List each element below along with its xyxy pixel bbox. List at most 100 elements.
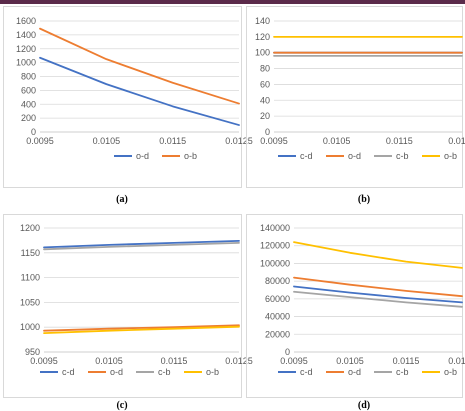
chart-b-y-tick-label: 80 bbox=[260, 64, 270, 74]
chart-b-x-tick-label: 0.0095 bbox=[260, 136, 288, 146]
chart-a-grid bbox=[40, 20, 239, 133]
chart-a-y-tick-label: 800 bbox=[21, 72, 36, 82]
chart-d-legend-label: o-b bbox=[444, 367, 457, 377]
chart-a-x-tick-label: 0.0125 bbox=[225, 136, 253, 146]
chart-c-y-tick-label: 1050 bbox=[20, 297, 40, 307]
chart-c-y-tick-label: 1150 bbox=[21, 248, 40, 258]
chart-panel-a: 0 200 400 600 800 1000 1200 1400 1600 0.0095 0.01… bbox=[3, 6, 253, 205]
chart-b-x-tick-label: 0.0105 bbox=[323, 136, 351, 146]
chart-a-x-tick-label: 0.0105 bbox=[93, 136, 121, 146]
chart-c-legend: c-d o-d c-b o-b bbox=[40, 367, 219, 377]
chart-c-series-c-d-line bbox=[43, 239, 240, 249]
chart-a-x-tick-label: 0.0115 bbox=[159, 136, 186, 146]
chart-b-series bbox=[273, 35, 463, 57]
chart-a-y-tick-label: 400 bbox=[21, 99, 36, 109]
chart-c-legend-label: c-b bbox=[158, 367, 171, 377]
chart-c-legend-label: c-d bbox=[62, 367, 75, 377]
chart-b-legend-label: c-b bbox=[396, 151, 409, 161]
chart-d-legend: c-d o-d c-b o-b bbox=[278, 367, 457, 377]
chart-c-y-tick-label: 1200 bbox=[20, 223, 40, 233]
chart-c-legend-label: o-d bbox=[110, 367, 123, 377]
chart-b-y-ticks: 0 20 40 60 80 100 120 140 bbox=[255, 16, 270, 137]
chart-a-y-tick-label: 0 bbox=[31, 127, 36, 137]
chart-c-series-o-d-line bbox=[43, 324, 240, 332]
chart-a-legend-label: o-b bbox=[184, 151, 197, 161]
chart-c-x-tick-label: 0.0115 bbox=[161, 356, 188, 366]
chart-b-y-tick-label: 140 bbox=[255, 16, 270, 26]
chart-b-y-tick-label: 20 bbox=[260, 111, 270, 121]
chart-d-y-tick-label: 120000 bbox=[260, 241, 290, 251]
chart-d-frame bbox=[246, 214, 463, 398]
chart-c-legend-label: o-b bbox=[206, 367, 219, 377]
chart-d-grid bbox=[294, 227, 462, 353]
chart-panel-c: 950 1000 1050 1100 1150 1200 0.0095 0.0105 0.01… bbox=[3, 214, 253, 411]
chart-d-series-c-b-line bbox=[293, 290, 463, 308]
chart-c-series-o-b-line bbox=[43, 325, 240, 335]
chart-c-y-tick-label: 1100 bbox=[21, 273, 40, 283]
chart-c-y-ticks: 950 1000 1050 1100 1150 1200 bbox=[20, 223, 40, 357]
chart-a-series bbox=[39, 27, 240, 126]
top-border-strip bbox=[0, 0, 465, 4]
chart-c-series-c-b-line bbox=[43, 241, 240, 251]
chart-b-x-ticks: 0.0095 0.0105 0.0115 0.0125 bbox=[260, 136, 465, 146]
chart-b-border bbox=[246, 6, 463, 188]
chart-b-legend-label: c-d bbox=[300, 151, 313, 161]
chart-d-legend-label: c-b bbox=[396, 367, 409, 377]
chart-d-legend-label: o-d bbox=[348, 367, 361, 377]
chart-c-border bbox=[3, 214, 242, 398]
chart-b-legend-label: o-d bbox=[348, 151, 361, 161]
chart-b-y-tick-label: 60 bbox=[260, 79, 270, 89]
chart-d-x-tick-label: 0.0095 bbox=[280, 356, 308, 366]
chart-a-legend-label: o-d bbox=[136, 151, 149, 161]
chart-d-border bbox=[246, 214, 463, 398]
chart-d-x-ticks: 0.0095 0.0105 0.0115 0.0125 bbox=[280, 356, 465, 366]
chart-b-legend: c-d o-d c-b o-b bbox=[278, 151, 457, 161]
chart-d-y-tick-label: 80000 bbox=[265, 276, 290, 286]
chart-a-y-tick-label: 600 bbox=[21, 85, 36, 95]
chart-b-legend-label: o-b bbox=[444, 151, 457, 161]
chart-a-x-tick-label: 0.0095 bbox=[26, 136, 54, 146]
chart-a-x-ticks: 0.0095 0.0105 0.0115 0.0125 bbox=[26, 136, 253, 146]
chart-d-series bbox=[293, 241, 463, 308]
chart-d-series-o-d-line bbox=[293, 276, 463, 298]
chart-b-caption: (b) bbox=[358, 194, 370, 205]
chart-b-y-tick-label: 100 bbox=[255, 48, 270, 58]
chart-d-y-tick-label: 0 bbox=[285, 347, 290, 357]
chart-d-series-c-d-line bbox=[293, 285, 463, 304]
chart-c-y-tick-label: 950 bbox=[25, 347, 40, 357]
chart-d-x-tick-label: 0.0125 bbox=[448, 356, 465, 366]
chart-a-frame bbox=[3, 6, 242, 188]
chart-b-y-tick-label: 120 bbox=[255, 32, 270, 42]
chart-b-x-tick-label: 0.0125 bbox=[448, 136, 465, 146]
chart-c-y-tick-label: 1000 bbox=[20, 322, 40, 332]
chart-c-x-tick-label: 0.0105 bbox=[95, 356, 123, 366]
chart-d-y-ticks: 0 20000 40000 60000 80000 100000 120000 140000 bbox=[260, 223, 290, 357]
chart-d-y-tick-label: 40000 bbox=[265, 312, 290, 322]
chart-d-y-tick-label: 20000 bbox=[265, 329, 290, 339]
chart-d-series-o-b-line bbox=[293, 241, 463, 269]
chart-c-grid bbox=[44, 227, 239, 353]
chart-a-series-o-b-line bbox=[39, 27, 240, 105]
chart-panel-d: 020000400006000080000100000120000140000 … bbox=[246, 214, 465, 411]
chart-c-frame bbox=[3, 214, 242, 398]
chart-c-x-tick-label: 0.0095 bbox=[30, 356, 58, 366]
chart-a-border bbox=[3, 6, 242, 188]
chart-a-y-tick-label: 1600 bbox=[16, 16, 36, 26]
chart-c-caption: (c) bbox=[116, 400, 127, 411]
chart-d-x-tick-label: 0.0105 bbox=[336, 356, 364, 366]
chart-d-y-tick-label: 100000 bbox=[260, 258, 290, 268]
chart-a-y-tick-label: 1200 bbox=[16, 44, 36, 54]
chart-d-y-tick-label: 140000 bbox=[260, 223, 290, 233]
chart-a-series-o-d-line bbox=[39, 56, 240, 126]
chart-c-series bbox=[43, 239, 240, 335]
chart-d-y-tick-label: 60000 bbox=[265, 294, 290, 304]
chart-a-y-tick-label: 1400 bbox=[16, 30, 36, 40]
chart-b-y-tick-label: 0 bbox=[265, 127, 270, 137]
chart-c-x-tick-label: 0.0125 bbox=[225, 356, 253, 366]
chart-a-y-tick-label: 200 bbox=[21, 113, 36, 123]
chart-b-x-tick-label: 0.0115 bbox=[386, 136, 413, 146]
chart-d-caption: (d) bbox=[358, 400, 370, 411]
chart-b-frame bbox=[246, 6, 463, 188]
